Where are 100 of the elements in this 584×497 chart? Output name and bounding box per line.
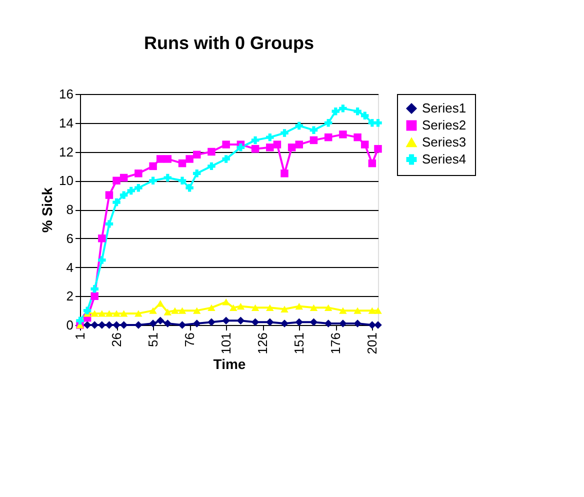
point	[222, 298, 230, 306]
y-axis-title: % Sick	[39, 187, 56, 233]
point	[374, 119, 382, 127]
point	[310, 318, 318, 326]
x-tick-label: 201	[364, 332, 380, 354]
y-tick-label: 14	[59, 115, 74, 130]
chart-title: Runs with 0 Groups	[144, 33, 314, 53]
x-axis-title: Time	[213, 356, 246, 372]
point	[251, 304, 260, 312]
y-tick-label: 2	[66, 288, 74, 304]
point	[105, 191, 114, 199]
point	[90, 321, 98, 329]
point	[266, 133, 274, 142]
x-tick-label: 126	[255, 332, 270, 354]
x-tick-label: 51	[146, 332, 161, 347]
point	[208, 148, 216, 156]
point	[374, 307, 382, 314]
point	[98, 234, 106, 242]
point	[127, 186, 135, 195]
x-tick-label: 26	[109, 332, 124, 347]
point	[208, 162, 216, 170]
point	[156, 316, 164, 325]
point	[156, 300, 164, 307]
legend-label: Series3	[422, 134, 466, 150]
point	[374, 321, 382, 329]
point	[368, 159, 376, 168]
point	[98, 310, 106, 317]
point	[105, 310, 114, 317]
point	[354, 107, 362, 116]
point	[251, 136, 260, 144]
x-tick-label: 101	[218, 332, 234, 354]
point	[90, 310, 98, 317]
point	[360, 140, 369, 148]
point	[354, 133, 362, 142]
point	[112, 176, 120, 184]
point	[280, 170, 288, 178]
point	[186, 155, 194, 163]
point	[354, 320, 362, 328]
point	[208, 318, 216, 326]
legend-label: Series4	[422, 152, 466, 166]
point	[156, 155, 164, 163]
point	[178, 159, 186, 168]
point	[266, 144, 274, 152]
point	[222, 140, 230, 148]
x-tick-label: 1	[72, 332, 88, 340]
point	[266, 304, 274, 312]
point	[98, 256, 106, 264]
point	[178, 307, 186, 314]
point	[360, 112, 369, 120]
point	[230, 304, 238, 312]
point	[324, 133, 332, 142]
point	[98, 321, 106, 329]
y-tick-label: 16	[59, 86, 74, 102]
point	[112, 321, 120, 329]
y-tick-label: 8	[66, 202, 74, 217]
x-tick-label: 151	[292, 332, 307, 354]
point	[134, 321, 142, 329]
point	[295, 302, 303, 310]
y-tick-label: 12	[59, 144, 74, 160]
point	[273, 140, 282, 148]
point	[310, 304, 318, 312]
point	[310, 136, 318, 144]
point	[120, 310, 128, 317]
point	[134, 170, 142, 178]
point	[149, 320, 157, 328]
point	[324, 119, 332, 127]
point	[171, 307, 179, 314]
point	[236, 302, 245, 310]
point	[236, 316, 245, 325]
point	[134, 184, 142, 192]
point	[280, 306, 288, 312]
point	[332, 107, 340, 116]
point	[192, 170, 201, 178]
y-tick-label: 10	[59, 173, 74, 188]
point	[149, 162, 157, 170]
legend-label: Series1	[422, 100, 466, 116]
point	[354, 307, 362, 314]
point	[208, 304, 216, 312]
point	[192, 307, 201, 314]
point	[324, 304, 332, 312]
point	[164, 308, 172, 316]
point	[164, 155, 172, 163]
point	[374, 144, 382, 153]
point	[178, 176, 186, 184]
point	[192, 150, 201, 159]
point	[339, 104, 347, 112]
point	[120, 174, 128, 182]
point	[90, 285, 98, 293]
point	[251, 144, 260, 153]
point	[192, 320, 201, 328]
y-tick-label: 0	[66, 318, 74, 332]
point	[134, 310, 142, 317]
legend-label: Series2	[422, 118, 466, 132]
point	[266, 318, 274, 326]
point	[105, 220, 114, 228]
x-tick-label: 176	[328, 332, 344, 354]
y-tick-label: 4	[66, 260, 74, 275]
y-tick-label: 6	[66, 230, 74, 246]
point	[186, 184, 194, 192]
point	[164, 320, 172, 328]
